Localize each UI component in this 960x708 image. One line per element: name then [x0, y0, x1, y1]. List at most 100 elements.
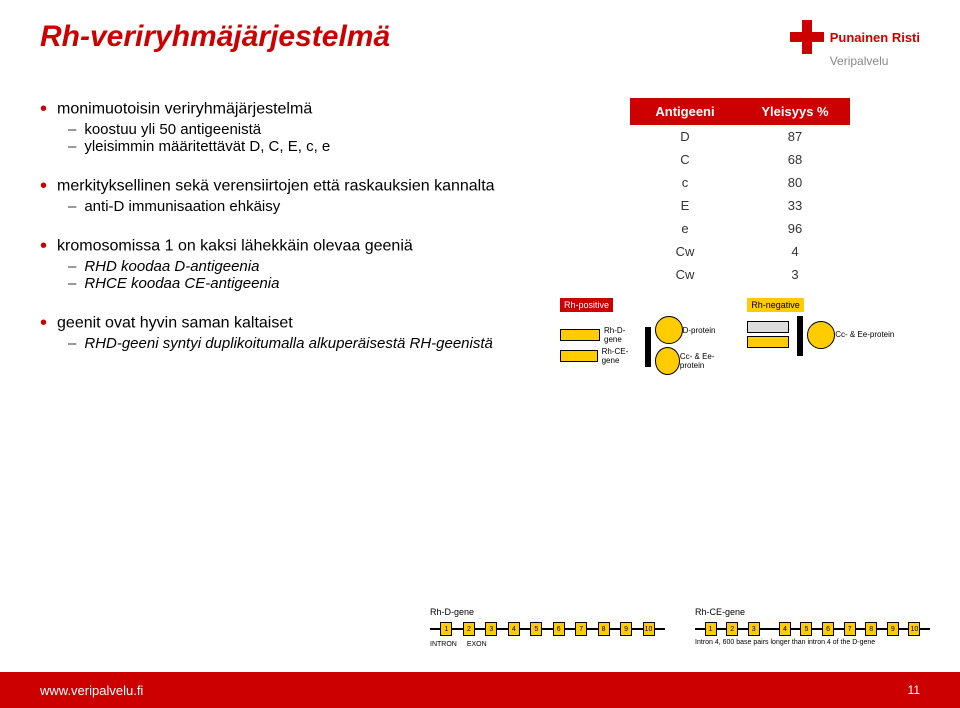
protein-icon: [807, 321, 835, 349]
intron-seg: [834, 628, 844, 630]
rhce-exon-line: 1 2 3 4 5 6 7 8 9 10: [695, 621, 930, 637]
intron-seg: [717, 628, 727, 630]
exon-row: Rh-D-gene 1 2 3 4 5 6 7 8 9 10 INTRON EX…: [430, 607, 930, 648]
exon-box: 7: [575, 622, 587, 636]
exon-diagram: Rh-D-gene 1 2 3 4 5 6 7 8 9 10 INTRON EX…: [430, 607, 930, 648]
exon-box: 9: [620, 622, 632, 636]
gene-box-icon: [560, 329, 600, 341]
gene-stack: [747, 321, 793, 351]
bullet-4-sub-1-text: RHD-geeni syntyi duplikoitumalla alkuper…: [84, 335, 493, 352]
exon-box: 1: [440, 622, 452, 636]
exon-box: 7: [844, 622, 856, 636]
cell-antigen: D: [630, 125, 740, 148]
bullet-3-sub-1: RHD koodaa D-antigeenia: [68, 258, 530, 275]
gene-protein-diagram: Rh-positive Rh-D-gene Rh-CE-gene D-prote…: [560, 298, 920, 378]
rhd-gene-row-neg: [747, 321, 793, 333]
cell-antigen: c: [630, 171, 740, 194]
bullet-list: monimuotoisin veriryhmäjärjestelmä koost…: [40, 98, 530, 378]
intron-seg: [542, 628, 552, 630]
exon-box: 5: [800, 622, 812, 636]
footer: www.veripalvelu.fi 11: [0, 672, 960, 708]
rhd-exon-label: Rh-D-gene: [430, 607, 665, 617]
intron-seg: [655, 628, 665, 630]
rh-neg-inner: Cc- & Ee-protein: [747, 316, 920, 356]
exon-box: 9: [887, 622, 899, 636]
rhce-exon-block: Rh-CE-gene 1 2 3 4 5 6 7 8 9 10 Intron 4…: [695, 607, 930, 648]
cell-antigen: E: [630, 194, 740, 217]
exon-box: 8: [598, 622, 610, 636]
exon-box: 8: [865, 622, 877, 636]
rh-positive-label: Rh-positive: [560, 298, 613, 312]
cell-antigen: C: [630, 148, 740, 171]
intron-seg: [475, 628, 485, 630]
table-row: E33: [630, 194, 850, 217]
cell-pct: 4: [740, 240, 850, 263]
bullet-3-sub-2: RHCE koodaa CE-antigeenia: [68, 275, 530, 292]
intron-seg: [695, 628, 705, 630]
exon-box: 10: [908, 622, 920, 636]
antigen-table: Antigeeni Yleisyys % D87 C68 c80 E33 e96…: [630, 98, 850, 288]
table-row: C68: [630, 148, 850, 171]
exon-box: 3: [748, 622, 760, 636]
table-row: e96: [630, 217, 850, 240]
bullet-2-text: merkityksellinen sekä verensiirtojen ett…: [57, 178, 495, 195]
cce-protein-label-neg: Cc- & Ee-protein: [835, 330, 894, 339]
slide: Rh-veriryhmäjärjestelmä Punainen Risti V…: [0, 0, 960, 708]
protein-icon: [655, 316, 683, 344]
rhd-exon-block: Rh-D-gene 1 2 3 4 5 6 7 8 9 10 INTRON EX…: [430, 607, 665, 648]
intron-seg: [920, 628, 930, 630]
intron-seg: [497, 628, 507, 630]
logo: Punainen Risti Veripalvelu: [790, 20, 920, 68]
intron-seg: [812, 628, 822, 630]
intron-seg: [791, 628, 801, 630]
cell-pct: 68: [740, 148, 850, 171]
cce-protein-label: Cc- & Ee-protein: [680, 352, 733, 370]
rh-positive-col: Rh-positive Rh-D-gene Rh-CE-gene D-prote…: [560, 298, 733, 378]
rhce-gene-row-neg: [747, 336, 793, 348]
page-number: 11: [908, 683, 920, 697]
cell-antigen: Cw: [630, 263, 740, 288]
bullet-1-sub-1: koostuu yli 50 antigeenistä: [68, 121, 530, 138]
intron-seg: [856, 628, 866, 630]
cce-protein-row-neg: Cc- & Ee-protein: [807, 321, 894, 349]
th-frequency: Yleisyys %: [740, 98, 850, 125]
logo-text-2: Veripalvelu: [830, 54, 889, 68]
intron-seg: [520, 628, 530, 630]
bullet-2: merkityksellinen sekä verensiirtojen ett…: [40, 175, 530, 215]
content: monimuotoisin veriryhmäjärjestelmä koost…: [40, 98, 920, 378]
table-body: D87 C68 c80 E33 e96 Cw4 Cw3: [630, 125, 850, 288]
cell-pct: 87: [740, 125, 850, 148]
bullet-4: geenit ovat hyvin saman kaltaiset RHD-ge…: [40, 312, 530, 352]
exon-box: 2: [463, 622, 475, 636]
exon-box: 4: [779, 622, 791, 636]
intron-seg: [632, 628, 642, 630]
th-antigen: Antigeeni: [630, 98, 740, 125]
intron-seg: [587, 628, 597, 630]
right-column: Antigeeni Yleisyys % D87 C68 c80 E33 e96…: [560, 98, 920, 378]
intron-seg: [430, 628, 440, 630]
gene-box-icon: [747, 336, 789, 348]
intron-seg: [452, 628, 462, 630]
bullet-1-text: monimuotoisin veriryhmäjärjestelmä: [57, 101, 312, 118]
bullet-3-text: kromosomissa 1 on kaksi lähekkäin olevaa…: [57, 238, 413, 255]
rhce-exon-label: Rh-CE-gene: [695, 607, 930, 617]
bullet-1-sub-2: yleisimmin määritettävät D, C, E, c, e: [68, 138, 530, 155]
intron-seg: [899, 628, 909, 630]
gene-box-grey-icon: [747, 321, 789, 333]
intron-label: INTRON: [430, 641, 457, 648]
intron-seg: [610, 628, 620, 630]
exon-box: 5: [530, 622, 542, 636]
gene-box-icon: [560, 350, 598, 362]
exon-box: 6: [553, 622, 565, 636]
cell-antigen: Cw: [630, 240, 740, 263]
bullet-3-sub-2-text: RHCE koodaa CE-antigeenia: [84, 275, 279, 292]
table-row: c80: [630, 171, 850, 194]
rh-negative-col: Rh-negative Cc- & Ee-protein: [747, 298, 920, 378]
exon-label: EXON: [467, 641, 487, 648]
cell-antigen: e: [630, 217, 740, 240]
bullet-4-text: geenit ovat hyvin saman kaltaiset: [57, 315, 293, 332]
d-protein-label: D-protein: [683, 326, 716, 335]
intron-seg: [877, 628, 887, 630]
cce-protein-row: Cc- & Ee-protein: [655, 347, 733, 375]
protein-stack: Cc- & Ee-protein: [807, 321, 894, 352]
